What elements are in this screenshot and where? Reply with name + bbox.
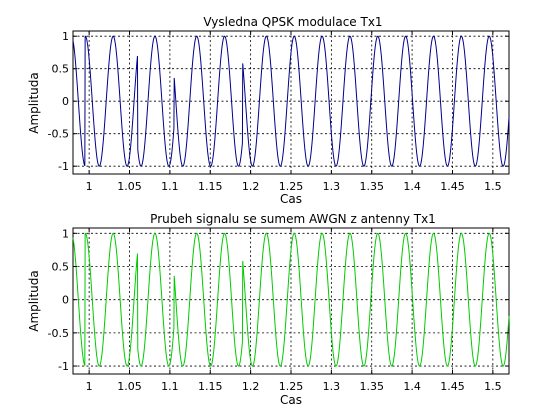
top-subplot: Vysledna QPSK modulace Tx1 1 1.05 1.1 1.15 1… [27, 15, 510, 206]
top-x-tick-label: 1.05 [117, 180, 142, 193]
bottom-y-grid [73, 232, 509, 367]
bottom-x-tick-label: 1.45 [440, 380, 465, 393]
top-y-tick-label: -1 [58, 160, 69, 173]
top-x-tick-label: 1 [86, 180, 93, 193]
top-y-tick-label: 1 [62, 30, 69, 43]
bottom-x-grid [88, 228, 494, 374]
bottom-x-tick-label: 1.2 [242, 380, 260, 393]
bottom-plot-title: Prubeh signalu se sumem AWGN z antenny T… [150, 212, 436, 226]
top-y-tick-label: 0 [62, 95, 69, 108]
top-x-ticks [88, 31, 494, 174]
top-x-tick-labels: 1 1.05 1.1 1.15 1.2 1.25 1.3 1.35 1.4 1.45 1.5 [86, 180, 502, 193]
bottom-y-tick-label: -0.5 [48, 327, 69, 340]
bottom-x-tick-label: 1 [86, 380, 93, 393]
bottom-subplot: Prubeh signalu se sumem AWGN z antenny T… [27, 212, 510, 407]
top-y-tick-label: -0.5 [48, 128, 69, 141]
top-plot-title: Vysledna QPSK modulace Tx1 [203, 15, 382, 29]
bottom-x-tick-label: 1.35 [359, 380, 384, 393]
bottom-y-tick-label: 0.5 [52, 260, 70, 273]
top-y-tick-label: 0.5 [52, 63, 70, 76]
bottom-x-tick-label: 1.4 [403, 380, 421, 393]
top-y-axis-label: Amplituda [27, 72, 41, 133]
top-series-line [72, 35, 510, 167]
bottom-y-tick-labels: -1 -0.5 0 0.5 1 [48, 227, 69, 373]
bottom-x-tick-label: 1.5 [484, 380, 502, 393]
bottom-y-ticks [73, 232, 509, 367]
top-x-tick-label: 1.5 [484, 180, 502, 193]
bottom-y-axis-label: Amplituda [27, 270, 41, 331]
top-y-tick-labels: -1 -0.5 0 0.5 1 [48, 30, 69, 173]
bottom-x-ticks [88, 228, 494, 374]
bottom-x-tick-label: 1.15 [198, 380, 223, 393]
bottom-y-tick-label: -1 [58, 360, 69, 373]
bottom-y-tick-label: 0 [62, 294, 69, 307]
top-y-ticks [73, 35, 509, 167]
top-x-tick-label: 1.2 [242, 180, 260, 193]
top-x-tick-label: 1.3 [323, 180, 341, 193]
top-x-tick-label: 1.35 [359, 180, 384, 193]
bottom-y-tick-label: 1 [62, 227, 69, 240]
bottom-x-tick-label: 1.05 [117, 380, 142, 393]
bottom-series-line [72, 232, 510, 367]
top-x-tick-label: 1.15 [198, 180, 223, 193]
bottom-x-tick-label: 1.25 [279, 380, 304, 393]
top-x-axis-label: Cas [280, 192, 302, 206]
top-x-tick-label: 1.25 [279, 180, 304, 193]
bottom-x-tick-label: 1.3 [323, 380, 341, 393]
bottom-x-axis-label: Cas [280, 393, 302, 407]
top-x-tick-label: 1.45 [440, 180, 465, 193]
top-x-tick-label: 1.1 [161, 180, 179, 193]
bottom-x-tick-labels: 1 1.05 1.1 1.15 1.2 1.25 1.3 1.35 1.4 1.45 1.5 [86, 380, 502, 393]
top-x-tick-label: 1.4 [403, 180, 421, 193]
bottom-x-tick-label: 1.1 [161, 380, 179, 393]
